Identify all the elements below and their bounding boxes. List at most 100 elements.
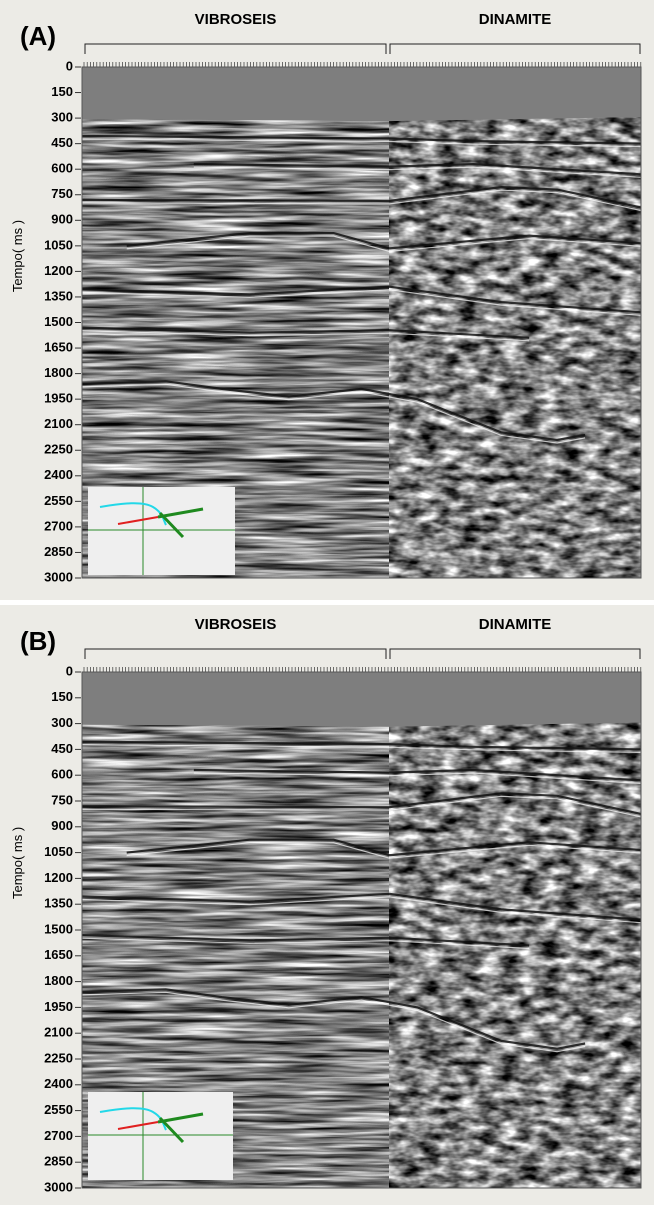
y-tick-label: 2100 bbox=[44, 416, 73, 431]
reflector-halo bbox=[126, 842, 642, 859]
reflector bbox=[81, 185, 642, 209]
mute-zone bbox=[82, 67, 641, 122]
section-header: VIBROSEIS bbox=[195, 11, 277, 28]
image-frame bbox=[81, 671, 642, 1189]
y-tick-label: 2550 bbox=[44, 1102, 73, 1117]
reflector-halo bbox=[81, 383, 586, 444]
reflector bbox=[81, 892, 642, 921]
y-tick-label: 600 bbox=[51, 161, 73, 176]
y-tick-label: 2850 bbox=[44, 544, 73, 559]
inset-curve-cyan bbox=[99, 1107, 167, 1131]
reflector-halo bbox=[81, 330, 530, 342]
y-tick-label: 1200 bbox=[44, 263, 73, 278]
y-tick-label: 1350 bbox=[44, 896, 73, 911]
mute-zone bbox=[82, 672, 641, 727]
y-tick-label: 150 bbox=[51, 84, 73, 99]
y-tick-label: 600 bbox=[51, 767, 73, 782]
bracket bbox=[389, 648, 641, 659]
inset-background bbox=[88, 1092, 233, 1180]
y-tick-label: 300 bbox=[51, 110, 73, 125]
reflector-halo bbox=[81, 896, 642, 924]
reflector bbox=[81, 740, 642, 751]
ruler bbox=[83, 62, 642, 67]
y-tick-label: 2850 bbox=[44, 1154, 73, 1169]
y-tick-label: 3000 bbox=[44, 569, 73, 584]
panel: (A) VIBROSEIS DINAMITE 0 150 300 450 600 750 900 1… bbox=[0, 0, 654, 600]
reflector bbox=[81, 792, 642, 815]
inset-curve-cyan bbox=[99, 502, 167, 526]
y-tick-label: 1200 bbox=[44, 870, 73, 885]
y-axis-label: Tempo( ms ) bbox=[10, 220, 25, 292]
y-tick-label: 900 bbox=[51, 212, 73, 227]
y-tick-label: 1050 bbox=[44, 237, 73, 252]
seismic-right bbox=[389, 672, 641, 1188]
y-tick-label: 2400 bbox=[44, 467, 73, 482]
reflector-halo bbox=[193, 772, 642, 784]
reflector bbox=[126, 232, 642, 250]
reflector-halo bbox=[126, 235, 642, 253]
section-header: VIBROSEIS bbox=[195, 616, 277, 633]
panel: (B) VIBROSEIS DINAMITE 0 150 300 450 600 750 900 1… bbox=[0, 605, 654, 1205]
reflector bbox=[81, 326, 530, 339]
y-tick-label: 750 bbox=[51, 792, 73, 807]
y-tick-label: 1500 bbox=[44, 314, 73, 329]
y-tick-label: 1350 bbox=[44, 288, 73, 303]
y-tick-label: 3000 bbox=[44, 1179, 73, 1194]
inset-curve-red bbox=[117, 1121, 159, 1130]
reflector-halo bbox=[81, 795, 642, 818]
y-tick-label: 1950 bbox=[44, 999, 73, 1014]
y-axis-label: Tempo( ms ) bbox=[10, 827, 25, 899]
reflector-halo bbox=[81, 189, 642, 212]
y-tick-label: 450 bbox=[51, 135, 73, 150]
bracket bbox=[389, 43, 641, 54]
y-tick-label: 300 bbox=[51, 715, 73, 730]
inset bbox=[88, 1092, 233, 1180]
reflector bbox=[126, 838, 642, 857]
bracket bbox=[84, 43, 387, 54]
seismic-right bbox=[389, 67, 641, 578]
y-tick-label: 150 bbox=[51, 689, 73, 704]
reflector-halo bbox=[81, 744, 642, 753]
panel-label: (B) bbox=[20, 626, 56, 656]
panel-label: (A) bbox=[20, 21, 56, 51]
y-tick-label: 1650 bbox=[44, 339, 73, 354]
reflector-halo bbox=[81, 289, 642, 316]
ruler bbox=[83, 667, 642, 672]
y-tick-label: 1800 bbox=[44, 973, 73, 988]
inset-curve-red bbox=[117, 516, 159, 525]
reflector-halo bbox=[81, 138, 642, 148]
y-tick-label: 2250 bbox=[44, 1050, 73, 1065]
y-tick-label: 1500 bbox=[44, 921, 73, 936]
y-tick-label: 2550 bbox=[44, 493, 73, 508]
reflector bbox=[81, 380, 586, 442]
y-tick-label: 1650 bbox=[44, 947, 73, 962]
reflector bbox=[81, 134, 642, 145]
reflector bbox=[81, 988, 586, 1050]
y-tick-label: 1050 bbox=[44, 844, 73, 859]
y-tick-label: 750 bbox=[51, 186, 73, 201]
bracket bbox=[84, 648, 387, 659]
y-tick-label: 2250 bbox=[44, 442, 73, 457]
y-tick-label: 0 bbox=[66, 663, 73, 678]
reflector bbox=[81, 285, 642, 314]
image-frame bbox=[81, 66, 642, 579]
reflector bbox=[81, 934, 530, 947]
y-tick-label: 0 bbox=[66, 58, 73, 73]
reflector-halo bbox=[81, 991, 586, 1053]
reflector bbox=[193, 162, 642, 176]
y-tick-label: 900 bbox=[51, 818, 73, 833]
reflector bbox=[193, 768, 642, 782]
y-tick-label: 2100 bbox=[44, 1025, 73, 1040]
reflector-halo bbox=[81, 937, 530, 950]
inset-background bbox=[88, 487, 235, 575]
section-header: DINAMITE bbox=[479, 11, 552, 28]
section-header: DINAMITE bbox=[479, 616, 552, 633]
y-tick-label: 1800 bbox=[44, 365, 73, 380]
y-tick-label: 1950 bbox=[44, 391, 73, 406]
inset bbox=[88, 487, 235, 575]
inset-curve-green bbox=[157, 1112, 204, 1144]
reflector-halo bbox=[193, 166, 642, 178]
y-tick-label: 450 bbox=[51, 741, 73, 756]
y-tick-label: 2700 bbox=[44, 1128, 73, 1143]
